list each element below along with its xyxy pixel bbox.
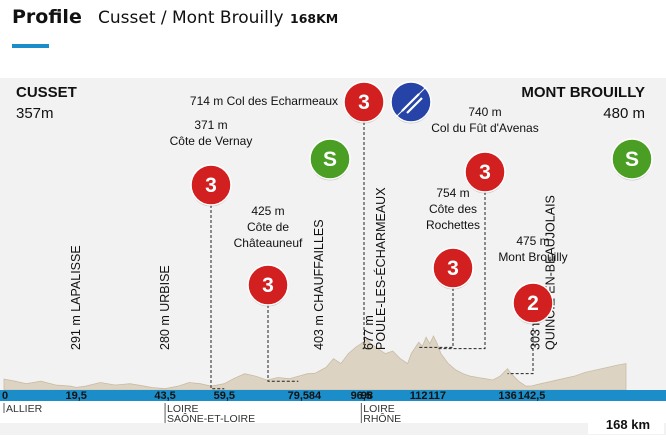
town-label: 303 m <box>529 315 543 350</box>
km-marker-label: 79,5 <box>288 390 309 402</box>
climb-leader-line <box>418 288 454 348</box>
region-label: LOIRE <box>363 403 395 415</box>
climb-label: Mont Brouilly <box>498 250 567 264</box>
title-accent-bar <box>12 44 49 48</box>
region-label: SAÔNE-ET-LOIRE <box>167 412 255 425</box>
sprint-badge-label: S <box>625 148 639 171</box>
sprint-badge-label: S <box>323 148 337 171</box>
climb-category-badge-disc <box>464 151 506 193</box>
start-altitude: 357m <box>16 105 54 122</box>
km-marker-label: 117 <box>428 390 446 402</box>
town-label: 280 m URBISE <box>158 265 172 350</box>
start-town-name: CUSSET <box>16 84 77 101</box>
climb-label: Côte de Vernay <box>170 134 253 148</box>
climb-category-badge: 3 <box>432 247 474 290</box>
sprint-badge: S <box>309 138 351 181</box>
climb-label: 740 m <box>468 105 501 119</box>
region-label: RHÔNE <box>363 412 401 425</box>
route-name: Cusset / Mont Brouilly <box>98 8 284 28</box>
distance-axis-bar <box>0 390 666 401</box>
town-label: 677 m <box>362 315 376 350</box>
climb-label: Côte des <box>429 202 477 216</box>
region-label: ALLIER <box>6 403 43 415</box>
km-marker-label: 112 <box>410 390 428 402</box>
climb-leader-line <box>507 323 534 375</box>
climb-leader-line <box>437 192 486 350</box>
total-distance-label: 168 km <box>606 417 650 432</box>
km-marker-label: 98 <box>361 390 373 402</box>
km-marker-label: 142,5 <box>518 390 546 402</box>
climb-category-badge: 3 <box>464 151 506 194</box>
town-label: 403 m CHAUFFAILLES <box>312 219 326 350</box>
climb-label: Châteauneuf <box>234 236 303 250</box>
climb-leader-line <box>361 122 365 350</box>
sprint-badge: S <box>611 138 653 181</box>
climb-label: 371 m <box>194 118 227 132</box>
sprint-badge-disc <box>309 138 351 180</box>
region-strip <box>0 401 666 423</box>
knife-icon <box>406 97 423 114</box>
climb-category-badge-disc <box>432 247 474 289</box>
km-marker-label: 19,5 <box>65 390 86 402</box>
climb-category-badge-label: 3 <box>262 274 274 297</box>
climb-category-badge: 2 <box>512 282 554 325</box>
km-marker-label: 59,5 <box>214 390 235 402</box>
km-marker-label: 43,5 <box>154 390 175 402</box>
sprint-badge-disc <box>611 138 653 180</box>
finish-altitude: 480 m <box>603 105 645 122</box>
town-label: QUINCIÉ-EN-BEAUJOLAIS <box>543 195 558 350</box>
climb-label: 714 m Col des Echarmeaux <box>190 94 338 108</box>
page-header: Profile Cusset / Mont Brouilly 168KM <box>0 0 666 72</box>
town-label: 291 m LAPALISSE <box>69 245 83 350</box>
climb-category-badge-label: 3 <box>358 91 370 114</box>
total-distance-box <box>588 410 664 434</box>
climb-category-badge-disc <box>512 282 554 324</box>
terrain-area <box>3 335 627 391</box>
region-label: LOIRE <box>167 403 199 415</box>
climb-label: Col du Fût d'Avenas <box>431 121 538 135</box>
climb-leader-line <box>267 305 299 382</box>
climb-category-badge-disc <box>343 81 385 123</box>
climb-category-badge-disc <box>247 264 289 306</box>
climb-label: 754 m <box>436 186 469 200</box>
km-marker-label: 136 <box>498 390 516 402</box>
climb-category-badge-label: 2 <box>527 292 539 315</box>
climb-label: Côte de <box>247 220 289 234</box>
climb-category-badge-label: 3 <box>447 257 459 280</box>
km-marker-label: 96,5 <box>351 390 372 402</box>
climb-label: Rochettes <box>426 218 480 232</box>
feed-zone-slash <box>395 86 427 118</box>
climb-category-badge-label: 3 <box>479 161 491 184</box>
climb-category-badge: 3 <box>247 264 289 307</box>
climb-category-badge-label: 3 <box>205 174 217 197</box>
climb-leader-line <box>210 205 225 390</box>
profile-panel: 0 19,5 43,5 59,5 79,5 84 96,5 98 112 117 136 142,5 A… <box>0 78 666 435</box>
page-title: Profile <box>12 6 82 28</box>
km-marker-label: 84 <box>309 390 322 402</box>
climb-category-badge: 3 <box>343 81 385 124</box>
stage-distance: 168KM <box>290 11 339 26</box>
finish-town-name: MONT BROUILLY <box>521 84 645 101</box>
climb-label: 475 m <box>516 234 549 248</box>
town-label: POULE-LES-ÉCHARMEAUX <box>373 187 388 350</box>
feed-zone-icon <box>390 81 432 124</box>
climb-category-badge: 3 <box>190 164 232 207</box>
km-marker-label: 0 <box>2 390 8 402</box>
climb-category-badge-disc <box>190 164 232 206</box>
stage-profile-chart: 0 19,5 43,5 59,5 79,5 84 96,598 112 117 136 142,5 A… <box>0 81 666 434</box>
climb-label: 425 m <box>251 204 284 218</box>
